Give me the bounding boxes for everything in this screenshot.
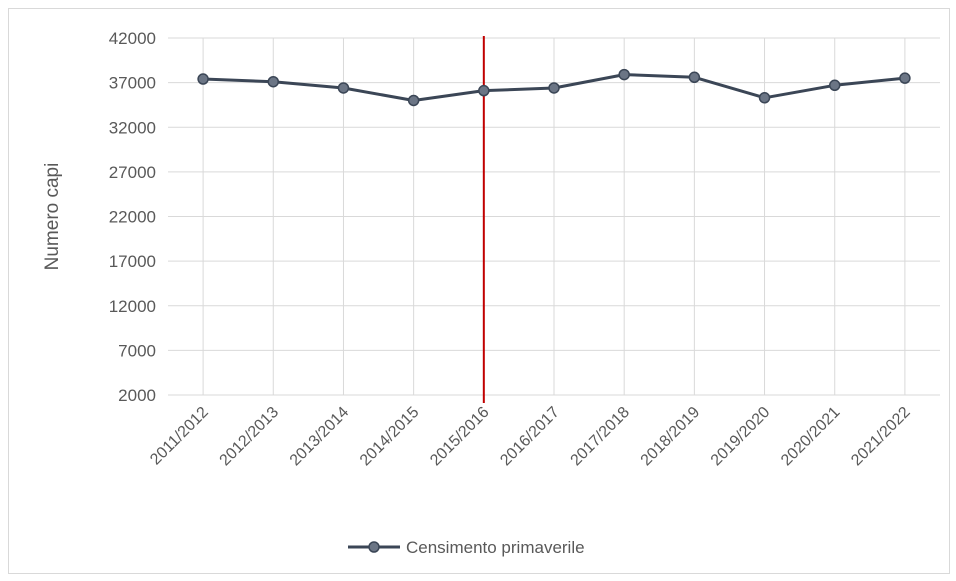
x-tick-label: 2011/2012 [147, 404, 212, 469]
x-tick-label: 2016/2017 [497, 404, 563, 470]
legend-dot-marker [368, 541, 380, 553]
y-axis-label: Numero capi [42, 163, 63, 271]
data-point [548, 82, 560, 94]
series-group [197, 68, 911, 107]
y-tick-label: 12000 [109, 297, 156, 316]
x-tick-label: 2019/2020 [708, 404, 774, 470]
x-tick-label: 2013/2014 [287, 404, 353, 470]
data-point [688, 71, 701, 84]
x-tick-label: 2012/2013 [217, 404, 283, 470]
y-tick-label: 2000 [118, 386, 156, 405]
x-tick-label: 2015/2016 [427, 404, 493, 470]
data-point [407, 94, 420, 107]
data-point [758, 92, 771, 104]
data-point [197, 73, 209, 85]
data-point [337, 82, 350, 94]
y-tick-label: 32000 [109, 118, 156, 137]
data-point [899, 72, 911, 84]
x-tick-label: 2018/2019 [638, 404, 704, 470]
x-tick-label: 2020/2021 [778, 404, 844, 470]
y-tick-label: 7000 [118, 341, 156, 360]
y-tick-label: 42000 [109, 29, 156, 48]
x-tick-label: 2021/2022 [848, 404, 914, 470]
x-tick-label: 2014/2015 [357, 404, 423, 470]
x-tick-label: 2017/2018 [568, 404, 634, 470]
y-tick-label: 22000 [109, 208, 156, 227]
data-point [828, 79, 841, 92]
y-tick-label: 17000 [109, 252, 156, 271]
legend: Censimento primaverile [348, 538, 585, 557]
legend-label: Censimento primaverile [406, 538, 585, 557]
data-point [618, 68, 630, 81]
y-tick-label: 37000 [109, 74, 156, 93]
y-tick-label: 27000 [109, 163, 156, 182]
y-axis-ticks: 2000 7000 12000 17000 22000 27000 32000 37000 42… [109, 29, 156, 405]
data-point [478, 84, 490, 97]
chart-frame [8, 8, 950, 574]
x-axis-ticks: 2011/2012 2012/2013 2013/2014 2014/2015 2015… [147, 404, 914, 470]
data-point [267, 75, 280, 88]
